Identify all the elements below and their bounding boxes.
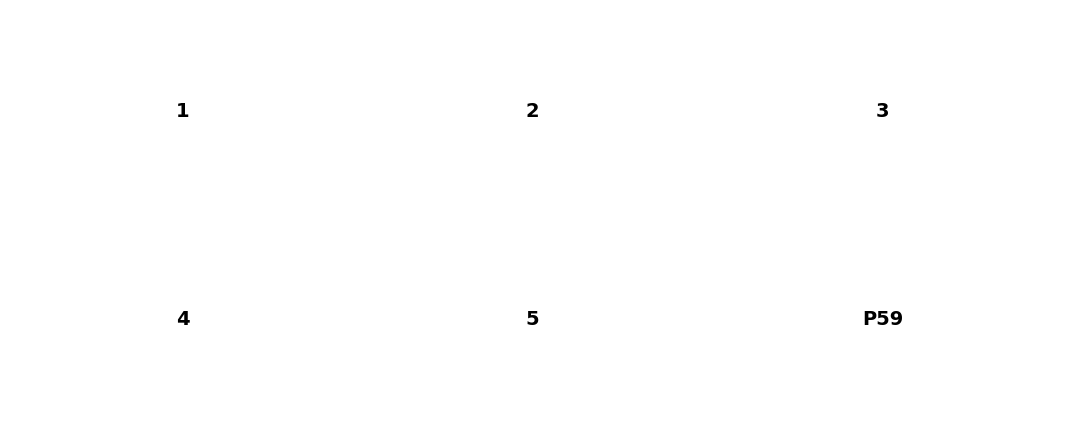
Text: 4: 4 [176,309,190,328]
Text: 2: 2 [526,102,539,121]
Text: 3: 3 [875,102,889,121]
Text: P59: P59 [862,309,903,328]
Text: 1: 1 [176,102,190,121]
Text: 5: 5 [526,309,539,328]
